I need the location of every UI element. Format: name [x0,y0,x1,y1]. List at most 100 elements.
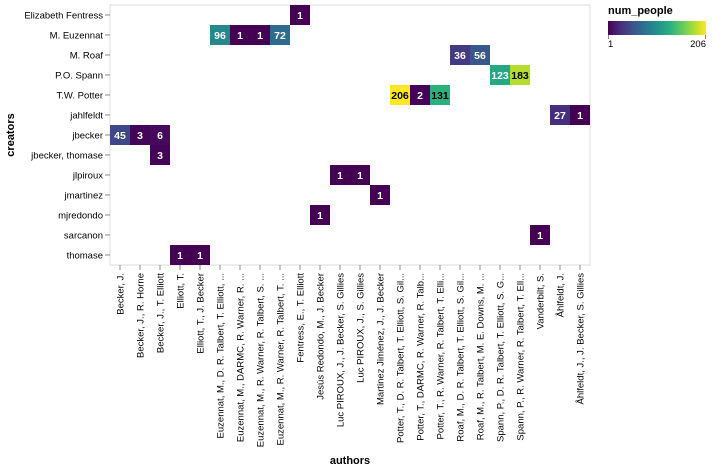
legend-tick-min: 1 [608,39,613,50]
heatmap-cells [110,5,590,265]
x-tick-label-5: Euzennat, M., D. R. Talbert, T. Elliott,… [216,273,227,438]
heatmap-cell-13 [570,105,590,125]
heatmap-cell-label-11: 131 [431,90,449,102]
y-tick-label-1: M. Euzennat [50,31,104,42]
heatmap-cell-label-14: 45 [114,130,126,142]
y-tick-label-6: jbecker [71,131,103,142]
heatmap-cell-4 [270,25,290,45]
color-legend: num_people 1 206 [608,5,706,50]
x-axis-title: authors [330,455,370,467]
heatmap-cell-24 [190,245,210,265]
heatmap-cell-label-10: 2 [417,90,423,102]
heatmap-cell-label-7: 123 [491,70,509,82]
x-tick-label-21: Vanderbilt, S. [536,273,547,329]
x-tick-label-7: Euzennat, M., R. Warner, R. Talbert, S. … [256,273,267,447]
heatmap-cell-label-15: 3 [137,130,143,142]
heatmap-cell-label-12: 27 [554,110,566,122]
x-tick-label-0: Becker, J. [116,273,127,315]
heatmap-cell-18 [330,165,350,185]
heatmap-cell-21 [310,205,330,225]
heatmap-cell-12 [550,105,570,125]
heatmap-cell-2 [230,25,250,45]
x-tick-label-13: Martinez Jiménez, J., J. Becker [376,273,387,405]
heatmap-cell-label-2: 1 [237,30,243,42]
heatmap-cell-label-5: 36 [454,50,466,62]
heatmap-cell-3 [250,25,270,45]
x-tick-label-14: Potter, T., D. R. Talbert, T. Elliott, S… [396,273,407,443]
heatmap-cell-label-8: 183 [511,70,529,82]
y-tick-label-0: Elizabeth Fentress [24,11,103,22]
x-tick-label-15: Potter, T., DARMC, R. Warner, R. Talb... [416,273,427,441]
y-tick-label-4: T.W. Potter [57,91,103,102]
x-tick-label-6: Euzennat, M., DARMC, R. Warner, R. ... [236,273,247,442]
heatmap-cell-9 [390,85,410,105]
heatmap-cell-label-0: 1 [297,10,303,22]
heatmap-cell-label-21: 1 [317,210,323,222]
y-tick-label-3: P.O. Spann [55,71,103,82]
heatmap-cell-19 [350,165,370,185]
x-tick-label-1: Becker, J., R. Horne [136,273,147,358]
y-tick-label-9: jmartinez [63,191,103,202]
x-tick-label-8: Euzennat, M., R. Warner, R. Talbert, T. … [276,273,287,445]
heatmap-cell-20 [370,185,390,205]
plot-frame [109,4,591,266]
heatmap-cell-11 [430,85,450,105]
heatmap-cell-label-6: 56 [474,50,486,62]
heatmap-cell-7 [490,65,510,85]
x-axis: Becker, J. Becker, J., R. Horne Becker, J.… [116,265,587,447]
y-tick-label-10: mjredondo [58,211,103,222]
x-tick-label-2: Becker, J., T. Elliott [156,273,167,353]
heatmap-cell-6 [470,45,490,65]
heatmap-cell-14 [110,125,130,145]
y-tick-label-5: jahlfeldt [69,111,103,122]
heatmap-cell-label-1: 96 [214,30,226,42]
heatmap-cell-10 [410,85,430,105]
heatmap-cell-label-18: 1 [337,170,343,182]
heatmap-cell-22 [530,225,550,245]
heatmap-cell-5 [450,45,470,65]
y-tick-label-7: jbecker, thomase [30,151,103,162]
legend-title: num_people [608,5,673,17]
heatmap-cell-label-23: 1 [177,250,183,262]
x-tick-label-17: Roaf, M., D. R. Talbert, T. Elliott, S. … [456,273,467,442]
heatmap-cell-8 [510,65,530,85]
heatmap-cell-label-17: 3 [157,150,163,162]
x-tick-label-9: Fentress, E., T. Elliott [296,273,307,363]
heatmap-cell-label-3: 1 [257,30,263,42]
heatmap-cell-label-22: 1 [537,230,543,242]
y-tick-label-8: jlpiroux [72,171,103,182]
x-tick-label-20: Spann, P., R. Warner, R. Talbert, T. Ell… [516,273,527,441]
y-tick-label-12: thomase [67,251,103,262]
heatmap-cell-0 [290,5,310,25]
x-tick-label-3: Elliott, T. [176,273,187,309]
x-tick-label-11: Luc PIROUX, J., J. Becker, S. Gillies [336,273,347,427]
y-axis-title: creators [5,113,17,156]
x-tick-label-12: Luc PIROUX, J., S. Gillies [356,273,367,383]
x-tick-label-18: Roaf, M., R. Talbert, M. E. Downs, M. ..… [476,273,487,440]
x-tick-label-23: Åhlfeldt, J., J. Becker, S. Gillies [576,273,587,405]
legend-gradient-bar [608,21,706,35]
heatmap-cell-1 [210,25,230,45]
y-axis: Elizabeth Fentress M. Euzennat M. Roaf P.O.… [24,11,110,262]
heatmap-cell-label-24: 1 [197,250,203,262]
heatmap-cell-15 [130,125,150,145]
heatmap-cell-label-9: 206 [391,90,409,102]
y-tick-label-11: sarcanon [64,231,103,242]
legend-tick-max: 206 [690,39,706,50]
x-tick-label-10: Jesús Redondo, M., J. Becker [316,273,327,400]
y-tick-label-2: M. Roaf [70,51,104,62]
heatmap-cell-label-16: 6 [157,130,163,142]
heatmap-cell-label-13: 1 [577,110,583,122]
x-tick-label-16: Potter, T., R. Warner, R. Talbert, T. El… [436,273,447,440]
heatmap-cell-label-19: 1 [357,170,363,182]
x-tick-label-19: Spann, P., D. R. Talbert, T. Elliott, S.… [496,273,507,442]
heatmap-cell-label-4: 72 [274,30,286,42]
x-tick-label-22: Åhlfeldt, J. [556,273,567,317]
heatmap-cell-17 [150,145,170,165]
heatmap-cell-23 [170,245,190,265]
x-tick-label-4: Elliott, T., J. Becker [196,273,207,354]
heatmap-cell-16 [150,125,170,145]
heatmap-cell-label-20: 1 [377,190,383,202]
